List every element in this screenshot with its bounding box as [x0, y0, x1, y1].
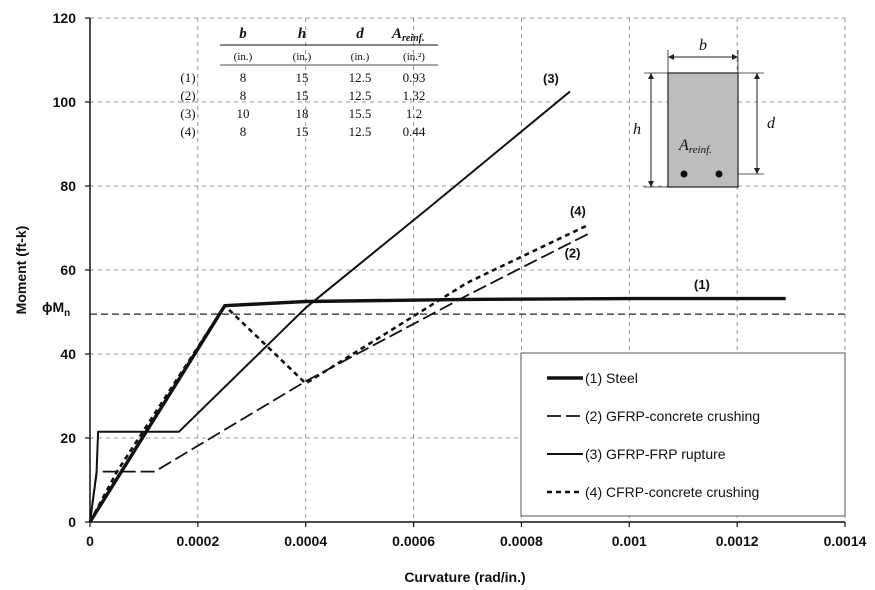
table-cell-b: 8: [240, 124, 247, 139]
table-unit-b: (in.): [234, 51, 253, 63]
table-cell-a: 0.44: [403, 124, 426, 139]
series-tag-1: (1): [694, 277, 710, 292]
table-cell-id: (2): [180, 88, 195, 103]
y-axis-label: Moment (ft-k): [13, 226, 29, 315]
table-cell-b: 8: [240, 88, 247, 103]
table-cell-h: 15: [296, 70, 309, 85]
table-cell-d: 12.5: [349, 88, 372, 103]
x-tick-label: 0.0014: [824, 533, 867, 549]
phi-mn-label: ϕMn: [42, 299, 70, 319]
table-cell-id: (4): [180, 124, 195, 139]
legend: (1) Steel (2) GFRP-concrete crushing (3) G…: [520, 352, 846, 517]
series-tag-2: (2): [565, 245, 581, 260]
table-cell-a: 1.2: [406, 106, 422, 121]
y-tick-label: 80: [60, 178, 76, 194]
x-ticks: 0 0.0002 0.0004 0.0006 0.0008 0.001 0.0012 0.00…: [86, 522, 867, 549]
table-cell-h: 15: [296, 124, 309, 139]
x-tick-label: 0.001: [612, 533, 647, 549]
table-cell-h: 15: [296, 88, 309, 103]
areinf-label: Areinf.: [678, 137, 712, 156]
series-lines: [88, 90, 786, 523]
table-header-b: b: [239, 26, 247, 42]
y-tick-label: 60: [60, 262, 76, 278]
x-tick-label: 0.0008: [500, 533, 543, 549]
d-dim-label: d: [767, 115, 776, 132]
x-tick-label: 0: [86, 533, 94, 549]
table-cell-id: (1): [180, 70, 195, 85]
legend-label: (4) CFRP-concrete crushing: [585, 484, 759, 500]
table-unit-d: (in.): [351, 51, 370, 63]
table-header-d: d: [356, 26, 364, 42]
legend-label: (3) GFRP-FRP rupture: [585, 446, 726, 462]
series-line-3-gfrp-frp-rupture: [89, 90, 571, 523]
table-cell-d: 12.5: [349, 70, 372, 85]
legend-items: (1) Steel (2) GFRP-concrete crushing (3) G…: [547, 370, 760, 500]
y-tick-label: 40: [60, 346, 76, 362]
series-line-1-steel: [88, 296, 786, 523]
properties-table: b h d Areinf. (in.) (in.) (in.) (in.²) (…: [180, 26, 438, 139]
section-rect: [667, 72, 739, 188]
series-line-4-cfrp-concrete-crushing: [88, 224, 587, 523]
x-axis-label: Curvature (rad/in.): [404, 569, 525, 585]
x-tick-label: 0.0002: [176, 533, 219, 549]
table-cell-h: 18: [296, 106, 309, 121]
table-cell-a: 0.93: [403, 70, 426, 85]
table-cell-a: 1.32: [403, 88, 426, 103]
table-rows: (1) 8 15 12.5 0.93 (2) 8 15 12.5 1.32 (3) 10 18 15.5 1…: [180, 70, 425, 139]
y-ticks: 0 20 40 60 80 100 120: [53, 10, 90, 530]
y-tick-label: 20: [60, 430, 76, 446]
table-unit-a: (in.²): [403, 51, 425, 63]
rebar-right: [715, 170, 723, 178]
table-header-areinf: Areinf.: [391, 26, 425, 44]
rebar-left: [680, 170, 688, 178]
y-tick-label: 0: [68, 514, 76, 530]
series-line-2-gfrp-concrete-crushing: [89, 231, 592, 523]
x-tick-label: 0.0004: [284, 533, 327, 549]
legend-label: (1) Steel: [585, 370, 638, 386]
x-tick-label: 0.0006: [392, 533, 435, 549]
table-cell-d: 12.5: [349, 124, 372, 139]
series-tag-4: (4): [570, 203, 586, 218]
cross-section: b h d Areinf.: [633, 37, 776, 188]
legend-box: [520, 352, 846, 517]
b-dim-label: b: [699, 37, 707, 54]
legend-label: (2) GFRP-concrete crushing: [585, 408, 760, 424]
table-cell-b: 10: [237, 106, 250, 121]
table-unit-h: (in.): [293, 51, 312, 63]
x-tick-label: 0.0012: [716, 533, 759, 549]
series-tags: (1) (2) (3) (4): [543, 71, 710, 292]
y-tick-label: 100: [53, 94, 77, 110]
h-dim-label: h: [633, 121, 641, 138]
table-cell-id: (3): [180, 106, 195, 121]
table-cell-d: 15.5: [349, 106, 372, 121]
series-tag-3: (3): [543, 71, 559, 86]
table-header-h: h: [298, 26, 306, 42]
y-tick-label: 120: [53, 10, 77, 26]
table-cell-b: 8: [240, 70, 247, 85]
